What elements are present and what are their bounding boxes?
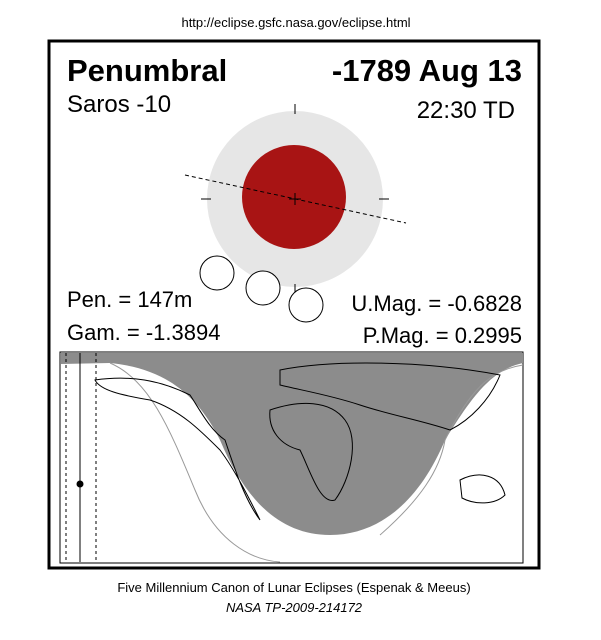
australia (459, 474, 506, 504)
saros: Saros -10 (67, 91, 171, 118)
world-map (59, 351, 524, 564)
reference: NASA TP-2009-214172 (226, 600, 363, 615)
moon (245, 270, 281, 306)
sub-lunar-point (76, 480, 84, 488)
umbra (242, 145, 346, 249)
eurasia (279, 362, 501, 431)
penumbral-duration: Pen. = 147m (67, 287, 192, 312)
umbral-magnitude: U.Mag. = -0.6828 (351, 291, 522, 316)
eclipse-geometry (184, 104, 407, 323)
gamma: Gam. = -1.3894 (67, 320, 220, 345)
no-visibility-region (61, 353, 523, 535)
time: 22:30 TD (417, 97, 515, 124)
moon (199, 255, 235, 291)
americas (94, 377, 261, 521)
penumbral-magnitude: P.Mag. = 0.2995 (363, 323, 522, 348)
date: -1789 Aug 13 (332, 53, 522, 88)
africa (269, 402, 353, 501)
penumbra-limit (109, 362, 524, 563)
moon (288, 287, 324, 323)
url: http://eclipse.gsfc.nasa.gov/eclipse.htm… (181, 15, 410, 30)
frame (47, 39, 541, 570)
eclipse-type: Penumbral (67, 53, 227, 88)
canon: Five Millennium Canon of Lunar Eclipses … (117, 580, 470, 595)
